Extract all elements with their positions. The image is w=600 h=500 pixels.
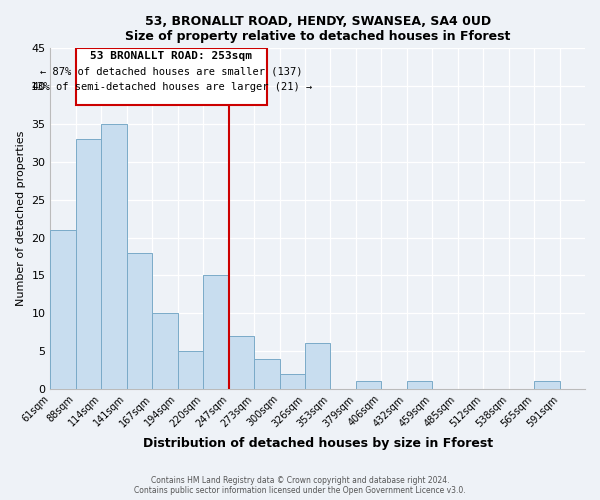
Bar — [76, 139, 101, 389]
Bar — [356, 382, 382, 389]
Bar — [50, 230, 76, 389]
Bar — [407, 382, 432, 389]
Bar — [101, 124, 127, 389]
Bar — [152, 313, 178, 389]
Bar — [203, 276, 229, 389]
Bar — [305, 344, 331, 389]
Text: Contains HM Land Registry data © Crown copyright and database right 2024.
Contai: Contains HM Land Registry data © Crown c… — [134, 476, 466, 495]
Bar — [254, 358, 280, 389]
Bar — [280, 374, 305, 389]
X-axis label: Distribution of detached houses by size in Fforest: Distribution of detached houses by size … — [143, 437, 493, 450]
Text: 53 BRONALLT ROAD: 253sqm: 53 BRONALLT ROAD: 253sqm — [91, 50, 253, 60]
Bar — [229, 336, 254, 389]
Title: 53, BRONALLT ROAD, HENDY, SWANSEA, SA4 0UD
Size of property relative to detached: 53, BRONALLT ROAD, HENDY, SWANSEA, SA4 0… — [125, 15, 511, 43]
Y-axis label: Number of detached properties: Number of detached properties — [16, 131, 26, 306]
FancyBboxPatch shape — [76, 48, 267, 105]
Text: ← 87% of detached houses are smaller (137): ← 87% of detached houses are smaller (13… — [40, 66, 302, 76]
Text: 13% of semi-detached houses are larger (21) →: 13% of semi-detached houses are larger (… — [31, 82, 312, 92]
Bar — [534, 382, 560, 389]
Bar — [178, 351, 203, 389]
Bar — [127, 252, 152, 389]
